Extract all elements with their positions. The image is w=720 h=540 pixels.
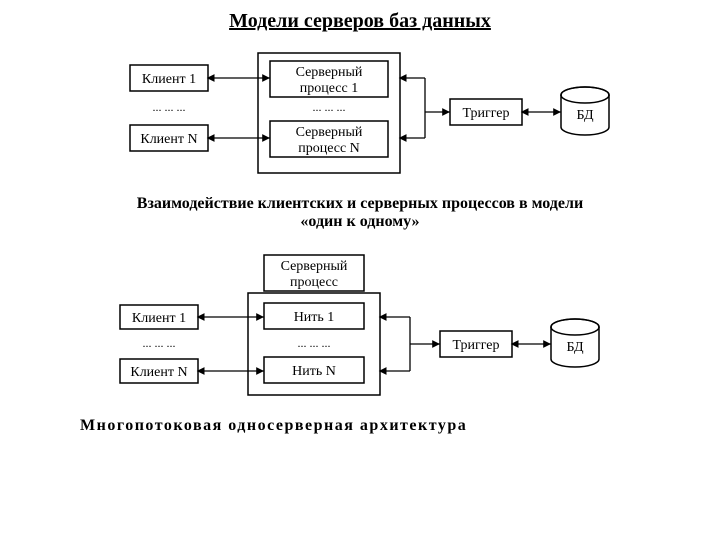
thread-dots: ... ... ... [298,336,331,350]
server-dots: ... ... ... [313,100,346,114]
client-n-label: Клиент N [130,365,187,380]
caption-2: Многопотоковая односерверная архитектура [10,417,710,435]
trigger-label: Триггер [452,338,499,353]
page-title: Модели серверов баз данных [10,10,710,33]
caption-1-l2: «один к одному» [300,213,419,230]
db-label: БД [576,108,594,123]
clients-dots: ... ... ... [153,100,186,114]
server-header-l2: процесс [290,275,338,290]
client-n-label: Клиент N [140,132,197,147]
client-1-label: Клиент 1 [132,311,186,326]
caption-1-l1: Взаимодействие клиентских и серверных пр… [137,195,583,212]
clients-dots: ... ... ... [143,336,176,350]
server-header-l1: Серверный [281,259,348,274]
server-proc-n-l1: Серверный [296,125,363,140]
client-1-label: Клиент 1 [142,72,196,87]
diagram-one-to-one: Клиент 1 ... ... ... Клиент N Серверный … [100,47,620,187]
db-label: БД [566,340,584,355]
thread-n-label: Нить N [292,364,336,379]
trigger-label: Триггер [462,106,509,121]
diagram-multithread: Клиент 1 ... ... ... Клиент N Серверный … [100,249,620,409]
db-cylinder: БД [551,319,599,367]
server-proc-1-l2: процесс 1 [300,81,358,96]
thread-1-label: Нить 1 [294,310,335,325]
server-proc-1-l1: Серверный [296,65,363,80]
db-cylinder: БД [561,87,609,135]
server-proc-n-l2: процесс N [298,141,360,156]
caption-1: Взаимодействие клиентских и серверных пр… [10,195,710,231]
